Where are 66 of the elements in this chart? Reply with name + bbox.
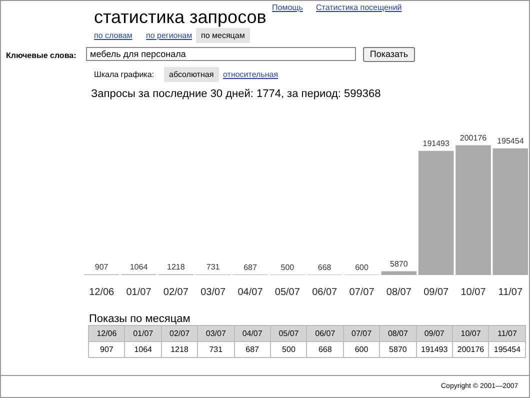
x-tick-label: 12/06 xyxy=(89,286,115,298)
data-label: 731 xyxy=(206,262,220,272)
data-label: 500 xyxy=(280,262,295,272)
text: 668 xyxy=(306,342,344,358)
category-label: 12/06 xyxy=(96,329,117,338)
category-label: 09/07 xyxy=(424,329,444,338)
text: Показы по месяцам xyxy=(89,313,190,325)
bar xyxy=(492,148,528,275)
data-label: 1218 xyxy=(167,262,186,272)
x-tick-label: 04/07 xyxy=(238,286,264,298)
x-tick-label: 02/07 xyxy=(163,286,189,298)
text: Шкала графика: xyxy=(94,70,154,79)
text: 500 xyxy=(270,342,307,358)
x-tick-label: 11/07 xyxy=(498,286,523,298)
x-tick-label: 09/07 xyxy=(424,286,450,298)
text: 5870 xyxy=(380,342,416,358)
text: Показать xyxy=(363,47,415,62)
data-label: 1064 xyxy=(130,262,148,272)
text: относительная xyxy=(223,70,278,79)
category-label: 03/07 xyxy=(206,329,226,338)
text: 200176 xyxy=(452,342,489,358)
text: 687 xyxy=(234,342,271,358)
category-label: 11/07 xyxy=(498,329,517,338)
text: по месяцам xyxy=(196,28,250,43)
text: 600 xyxy=(343,342,380,358)
text: по регионам xyxy=(146,31,192,40)
text: 1064 xyxy=(124,342,162,358)
data-label: 5870 xyxy=(390,259,408,268)
x-tick-label: 08/07 xyxy=(386,286,412,298)
chart-title: Запросы за последние 30 дней: 1774, за период: 599368 xyxy=(91,88,381,100)
x-tick-label: 07/07 xyxy=(349,286,375,298)
text: Ключевые слова: xyxy=(6,51,76,60)
data-label: 907 xyxy=(94,262,109,272)
data-label: 687 xyxy=(244,262,258,272)
x-tick-label: 05/07 xyxy=(274,286,300,298)
text: 907 xyxy=(88,342,125,358)
category-label: 02/07 xyxy=(170,329,190,338)
text: Помощь xyxy=(272,3,303,12)
category-label: 06/07 xyxy=(315,329,336,338)
bar xyxy=(456,145,491,275)
category-label: 05/07 xyxy=(278,329,299,338)
category-label: 01/07 xyxy=(133,329,154,338)
bar xyxy=(418,150,454,275)
text: мебель для персонала xyxy=(86,47,356,61)
data-label: 668 xyxy=(318,262,332,272)
text: 191493 xyxy=(416,342,453,358)
text: 1218 xyxy=(161,342,198,358)
text: 731 xyxy=(198,342,234,358)
category-label: 10/07 xyxy=(460,329,481,338)
category-label: 07/07 xyxy=(352,329,372,338)
data-label: 600 xyxy=(355,262,369,272)
x-tick-label: 06/07 xyxy=(312,286,338,298)
x-tick-label: 01/07 xyxy=(126,286,152,298)
text: статистика запросов xyxy=(94,7,266,28)
category-label: 04/07 xyxy=(242,329,262,338)
bar xyxy=(381,271,417,275)
x-tick-label: 03/07 xyxy=(200,286,226,298)
data-label: 191493 xyxy=(422,139,450,148)
x-tick-label: 10/07 xyxy=(460,286,486,298)
data-label: 195454 xyxy=(497,136,524,146)
category-label: 08/07 xyxy=(388,329,408,338)
data-label: 200176 xyxy=(460,133,488,142)
text: 195454 xyxy=(488,342,526,358)
text: Статистика посещений xyxy=(316,3,402,12)
text: по словам xyxy=(94,31,132,40)
text: абсолютная xyxy=(164,67,219,82)
